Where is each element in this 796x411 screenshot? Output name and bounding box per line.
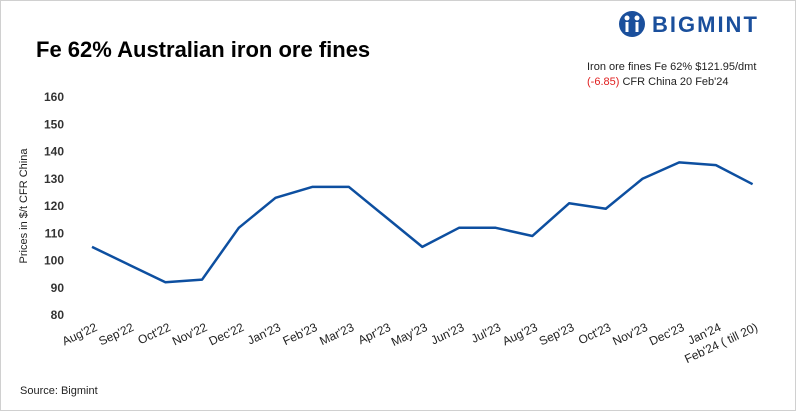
source: Source: Bigmint [20,385,98,397]
y-tick-label: 120 [44,199,64,213]
y-tick-label: 100 [44,254,64,268]
annotation: Iron ore fines Fe 62% $121.95/dmt [587,61,756,73]
annotation: CFR China 20 Feb'24 [619,76,728,88]
annotation-change: (-6.85) [587,76,619,88]
brand: BIGMINT [652,12,759,37]
y-tick-label: 110 [45,226,65,240]
logo: BIGMINT [619,11,759,37]
y-tick-label: 140 [44,145,64,159]
y-tick-label: 150 [44,117,64,131]
annotation: (-6.85) CFR China 20 Feb'24 [587,76,729,88]
y-tick-label: 80 [51,308,65,322]
y-tick-label: 90 [51,281,65,295]
y-tick-label: 160 [44,90,64,104]
y-axis-label: Prices in $/t CFR China [18,148,30,264]
chart-title: Fe 62% Australian iron ore fines [36,37,370,62]
line [91,161,754,284]
y-tick-label: 130 [44,172,64,186]
